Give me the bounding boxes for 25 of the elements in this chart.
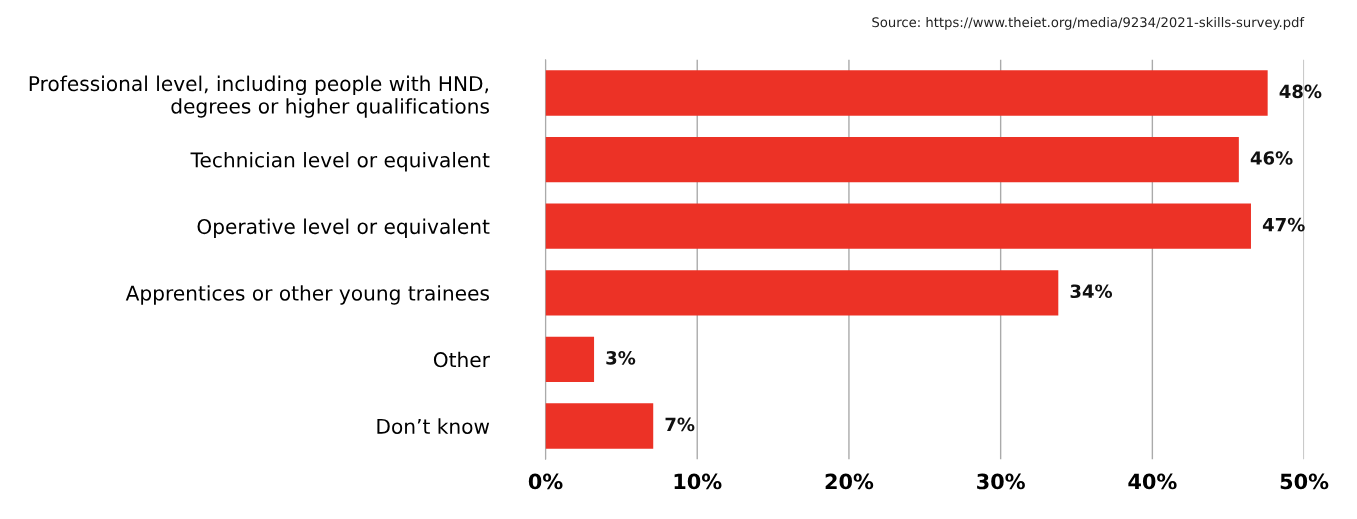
data-label: 47% [1262,217,1305,232]
data-label: 48% [1279,84,1322,99]
source-note: Source: https://www.theiet.org/media/9234/2021-skills-survey.pdf [872,16,1305,30]
y-tick-label: Technician level or equivalent [190,151,490,172]
data-label: 7% [665,417,695,432]
y-tick-label: Other [433,351,490,368]
x-tick-label: 50% [1280,473,1329,490]
bar [545,336,595,383]
y-tick-label: Apprentices or other young trainees [125,285,489,305]
y-tick-label: Don’t know [377,418,490,434]
bar [545,203,1251,249]
x-tick-label: 10% [674,473,722,490]
x-tick-label: 0% [528,473,563,490]
y-tick-label: Professional level, including people with HND, degrees or higher qualifications [29,75,489,118]
y-tick-label: Operative level or equivalent [197,218,490,239]
bar [545,136,1239,183]
data-label: 46% [1250,151,1293,165]
bar [545,270,1059,316]
x-tick-label: 20% [825,473,874,490]
bar [545,70,1268,116]
x-tick-label: 40% [1128,473,1177,490]
data-label: 3% [606,350,636,365]
x-tick-label: 30% [977,473,1025,490]
bar [545,403,654,449]
data-label: 34% [1070,284,1113,299]
